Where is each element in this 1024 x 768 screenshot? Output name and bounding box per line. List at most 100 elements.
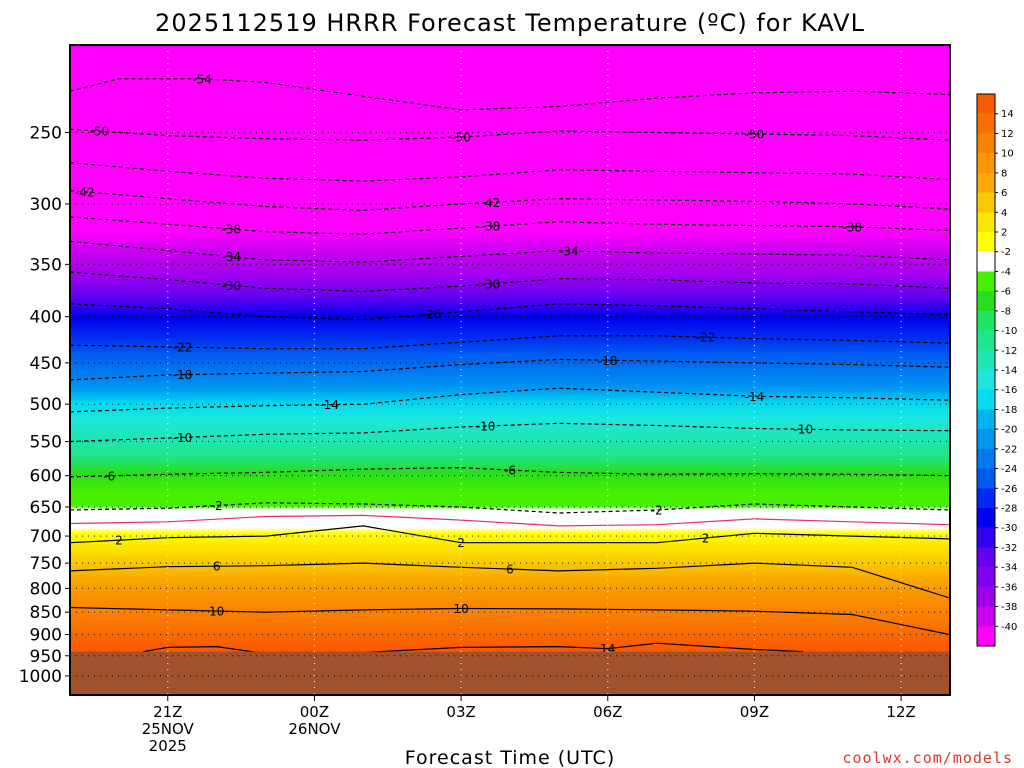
colorbar-label: -4 (1001, 267, 1011, 278)
contour-label: -14 (745, 390, 765, 404)
y-tick-label: 650 (30, 498, 62, 518)
ground-terrain (70, 651, 950, 695)
contour-label: -54 (192, 72, 212, 86)
colorbar-label: 12 (1001, 129, 1014, 140)
y-tick-label: 900 (30, 626, 62, 646)
colorbar-label: -10 (1001, 326, 1017, 337)
colorbar-label: -18 (1001, 405, 1017, 416)
contour-label: -22 (173, 341, 193, 355)
contour-label: 10 (453, 602, 468, 616)
x-tick-label: 00Z (300, 703, 329, 721)
y-tick-label: 1000 (19, 667, 62, 687)
colorbar: 14 12 10 8 6 4 2 -2 -4 -6 -8 -10 -12 -14 -16 -18 -20 -22 -… (976, 93, 1017, 647)
chart-title: 2025112519 HRRR Forecast Temperature (ºC… (155, 9, 865, 37)
x-tick-label: 03Z (446, 703, 475, 721)
contour-label: -50 (90, 125, 110, 139)
contour-label: -18 (598, 354, 618, 368)
colorbar-label: -28 (1001, 504, 1017, 515)
contour-line (70, 271, 950, 293)
contour-label: -6 (504, 464, 516, 478)
colorbar-label: -38 (1001, 602, 1017, 613)
colorbar-label: -6 (1001, 287, 1011, 298)
y-tick-label: 450 (30, 354, 62, 374)
plot-frame (69, 44, 951, 696)
y-tick-label: 850 (30, 603, 62, 623)
x-axis-label: Forecast Time (UTC) (405, 747, 615, 768)
contour-label: -2 (651, 504, 663, 518)
contour-line (70, 525, 950, 544)
contour-lines: -54 -50 -50 -50 -42 -42 -38 -38 -38 -34 -34 -30 -30 -… (70, 72, 950, 656)
y-tick-label: 950 (30, 647, 62, 667)
colorbar-label: 14 (1001, 109, 1014, 120)
contour-label: -50 (745, 128, 765, 142)
colorbar-label: 2 (1001, 228, 1007, 239)
x-tick-label: 12Z (886, 703, 915, 721)
contour-label: -10 (476, 420, 496, 434)
colorbar-label: -32 (1001, 543, 1017, 554)
contour-label: -30 (222, 279, 242, 293)
contour-label: -22 (696, 331, 716, 345)
colorbar-label: 8 (1001, 168, 1007, 179)
y-tick-label: 300 (30, 195, 62, 215)
colorbar-label: 10 (1001, 149, 1014, 160)
contour-label: -10 (173, 431, 193, 445)
x-tick-label: 21Z (153, 703, 182, 721)
y-tick-label: 700 (30, 527, 62, 547)
contour-label: 2 (115, 534, 123, 548)
y-tick-label: 600 (30, 467, 62, 487)
credit-link[interactable]: coolwx.com/models (842, 749, 1013, 767)
y-tick-label: 500 (30, 395, 62, 415)
y-tick-label: 750 (30, 554, 62, 574)
colorbar-label: -16 (1001, 385, 1017, 396)
contour-label: -38 (842, 220, 862, 234)
contour-label: 10 (209, 605, 224, 619)
y-tick-label: 800 (30, 579, 62, 599)
contour-line (143, 642, 804, 655)
colorbar-label: -40 (1001, 622, 1017, 633)
contour-label: 6 (213, 560, 221, 574)
y-tick-label: 350 (30, 255, 62, 275)
contour-label: -34 (559, 244, 579, 258)
colorbar-label: -2 (1001, 247, 1011, 258)
grid-lines (70, 45, 950, 695)
contour-label: -14 (319, 398, 339, 412)
contour-label: 6 (506, 563, 514, 577)
contour-label: -42 (75, 185, 95, 199)
x-tick-label: 06Z (593, 703, 622, 721)
contour-line (70, 78, 950, 111)
contour-label: -30 (481, 277, 501, 291)
colorbar-label: -20 (1001, 425, 1017, 436)
contour-line (70, 514, 950, 527)
colorbar-label: -12 (1001, 346, 1017, 357)
contour-label: -10 (794, 423, 814, 437)
contour-line (70, 190, 950, 212)
contour-label: 2 (702, 532, 710, 546)
contour-label: -26 (422, 308, 442, 322)
contour-line (70, 240, 950, 263)
colorbar-label: -26 (1001, 484, 1017, 495)
contour-label: -6 (103, 469, 115, 483)
contour-label: -38 (222, 223, 242, 237)
contour-label: -42 (481, 196, 501, 210)
x-tick-label: 26NOV (288, 720, 341, 738)
contour-label: -18 (173, 368, 193, 382)
contour-label: -38 (481, 220, 501, 234)
x-tick-label: 25NOV (142, 720, 195, 738)
contour-label: -2 (211, 499, 223, 513)
colorbar-label: -8 (1001, 306, 1011, 317)
colorbar-label: -24 (1001, 464, 1017, 475)
colorbar-label: -30 (1001, 523, 1017, 534)
y-tick-label: 400 (30, 308, 62, 328)
contour-label: -50 (451, 131, 471, 145)
temperature-field (70, 45, 950, 695)
colorbar-bar (976, 93, 996, 647)
contour-line (70, 216, 950, 235)
x-tick-label: 09Z (740, 703, 769, 721)
contour-line (70, 606, 950, 636)
y-tick-label: 550 (30, 433, 62, 453)
colorbar-label: 4 (1001, 208, 1007, 219)
colorbar-label: 6 (1001, 188, 1007, 199)
